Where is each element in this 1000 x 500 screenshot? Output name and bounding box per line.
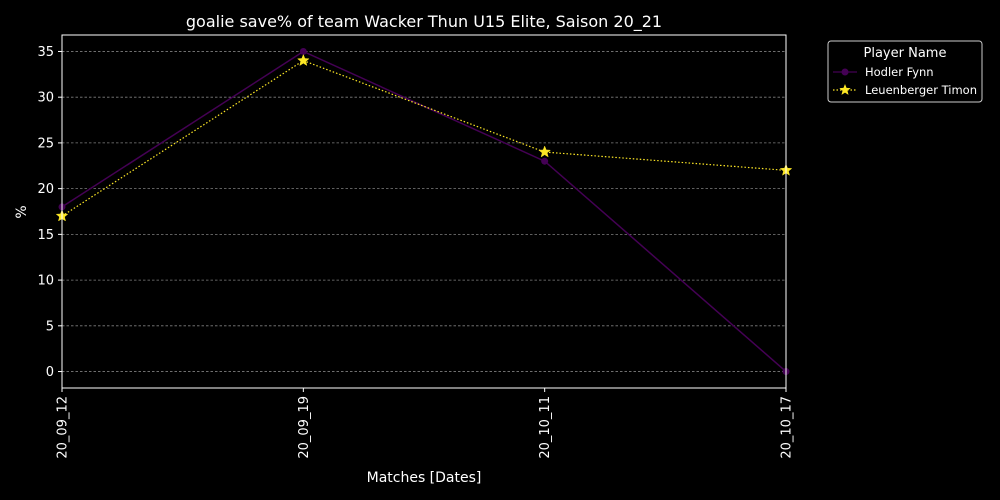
y-tick-label: 0 (46, 365, 54, 380)
chart-title: goalie save% of team Wacker Thun U15 Eli… (186, 12, 662, 32)
legend-label: Leuenberger Timon (865, 83, 977, 97)
y-tick-label: 15 (37, 228, 54, 243)
y-tick-label: 20 (37, 182, 54, 197)
legend-title: Player Name (864, 46, 947, 61)
x-tick-label: 20_10_11 (538, 396, 553, 459)
series-line (61, 59, 787, 217)
y-tick-label: 30 (37, 91, 54, 106)
x-tick-layer: 20_09_12 20_09_19 20_10_11 20_10_17 (56, 388, 795, 459)
data-point (296, 53, 310, 67)
grid-layer (62, 51, 786, 372)
plot-frame (61, 34, 787, 389)
data-point (541, 157, 549, 165)
x-tick-label: 20_09_12 (56, 396, 71, 459)
y-tick-label: 25 (37, 136, 54, 151)
y-tick-label: 10 (37, 274, 54, 289)
x-axis-label: Matches [Dates] (367, 470, 482, 486)
legend-items: Hodler Fynn Leuenberger Timon (833, 65, 977, 97)
legend-marker (841, 68, 849, 76)
x-tick-label: 20_10_17 (780, 396, 795, 459)
y-tick-layer: 0 5 10 15 20 25 30 35 (37, 45, 62, 380)
y-axis-label: % (14, 205, 30, 218)
legend-box (827, 40, 983, 103)
legend-label: Hodler Fynn (865, 65, 934, 79)
y-tick-label: 35 (37, 45, 54, 60)
y-tick-label: 5 (46, 319, 54, 334)
series-line (61, 50, 787, 373)
x-tick-label: 20_09_19 (297, 396, 312, 459)
data-point (538, 145, 552, 158)
legend-marker (839, 84, 851, 95)
data-point (299, 47, 307, 55)
legend: Player Name Hodler Fynn Leuenberger Timon (827, 40, 983, 103)
